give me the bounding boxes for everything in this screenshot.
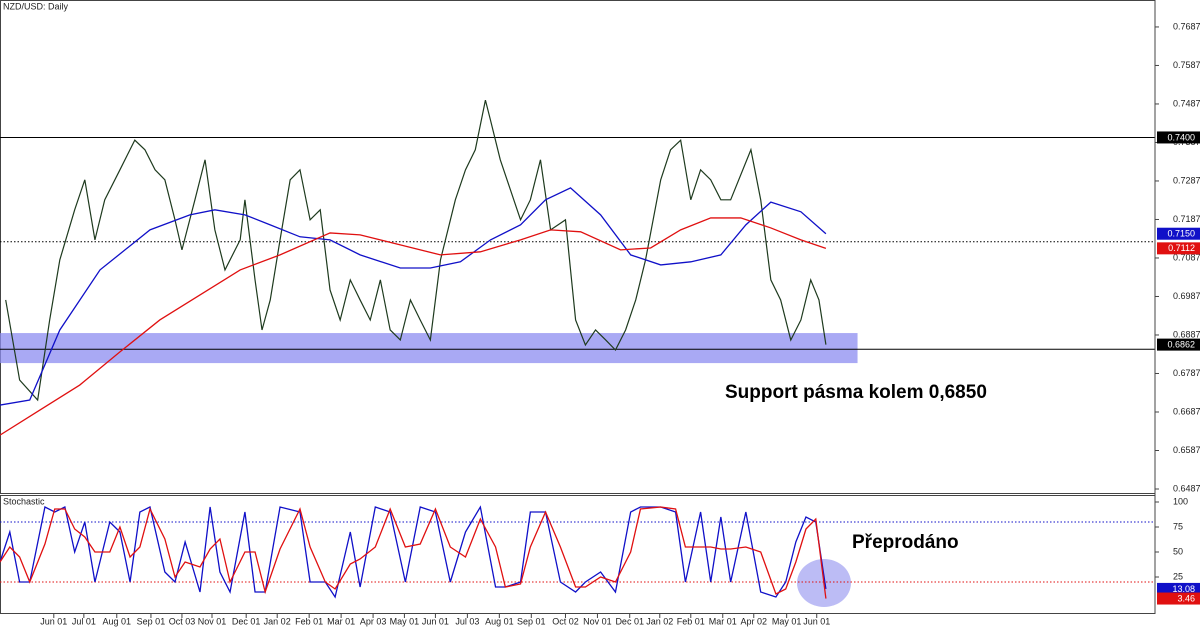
x-tick-label: Jul 01 [72, 616, 96, 626]
x-tick-label: Jan 02 [646, 616, 673, 626]
panel-title: NZD/USD: Daily [3, 1, 69, 11]
y-tick-label: 100 [1173, 496, 1188, 506]
x-tick-label: Nov 01 [583, 616, 612, 626]
x-tick-label: Jul 03 [455, 616, 479, 626]
series-line [0, 506, 827, 599]
x-tick-label: Sep 01 [137, 616, 166, 626]
y-tick-label: 0.6487 [1173, 483, 1200, 493]
x-tick-label: Jun 01 [422, 616, 449, 626]
y-tick-label: 0.7287 [1173, 175, 1200, 185]
series-line [0, 217, 827, 436]
series-line [0, 505, 827, 599]
x-tick-label: Apr 02 [740, 616, 767, 626]
y-tick-label: 0.7487 [1173, 98, 1200, 108]
x-tick-label: Apr 03 [360, 616, 387, 626]
x-tick-label: Aug 01 [485, 616, 514, 626]
x-tick-label: Dec 01 [232, 616, 261, 626]
x-tick-label: Mar 01 [709, 616, 737, 626]
price-tag [1157, 131, 1200, 144]
y-tick-label: 0.7187 [1173, 214, 1200, 224]
annotation: Přeprodáno [852, 532, 959, 553]
price-tag-label: 13.08 [1172, 584, 1195, 594]
price-tag-label: 0.6862 [1167, 339, 1195, 349]
price-tag [1157, 242, 1200, 255]
series-line [5, 99, 827, 402]
y-tick-label: 0.7087 [1173, 252, 1200, 262]
y-tick-label: 75 [1173, 521, 1183, 531]
price-tag [1157, 592, 1200, 605]
y-tick-label: 50 [1173, 546, 1183, 556]
panel-title: Stochastic [3, 496, 45, 506]
series-line [0, 187, 827, 406]
y-tick-label: 0.6587 [1173, 445, 1200, 455]
price-tag-label: 0.7150 [1167, 229, 1195, 239]
x-tick-label: Sep 01 [517, 616, 546, 626]
x-tick-label: Dec 01 [615, 616, 644, 626]
x-tick-label: Jun 01 [803, 616, 830, 626]
y-tick-label: 0.7587 [1173, 60, 1200, 70]
x-tick-label: Oct 02 [552, 616, 579, 626]
x-tick-label: Nov 01 [198, 616, 227, 626]
x-tick-label: May 01 [390, 616, 420, 626]
y-tick-label: 0.6687 [1173, 406, 1200, 416]
x-tick-label: Feb 01 [677, 616, 705, 626]
x-tick-label: Oct 03 [169, 616, 196, 626]
annotation: Support pásma kolem 0,6850 [725, 382, 987, 403]
y-tick-label: 0.7687 [1173, 21, 1200, 31]
price-tag-label: 0.7112 [1168, 243, 1195, 253]
x-tick-label: Jun 01 [40, 616, 67, 626]
x-tick-label: May 01 [772, 616, 802, 626]
y-tick-label: 0.6887 [1173, 329, 1200, 339]
price-tag [1157, 338, 1200, 351]
y-tick-label: 0.6987 [1173, 291, 1200, 301]
price-tag-label: 0.7400 [1167, 132, 1195, 142]
x-tick-label: Feb 01 [295, 616, 323, 626]
price-tag [1157, 582, 1200, 595]
price-tag-label: 3.46 [1177, 593, 1195, 603]
x-tick-label: Aug 01 [103, 616, 132, 626]
x-tick-label: Mar 01 [327, 616, 355, 626]
y-tick-label: 0.6787 [1173, 368, 1200, 378]
x-tick-label: Jan 02 [264, 616, 291, 626]
price-tag [1157, 227, 1200, 240]
y-tick-label: 25 [1173, 571, 1183, 581]
